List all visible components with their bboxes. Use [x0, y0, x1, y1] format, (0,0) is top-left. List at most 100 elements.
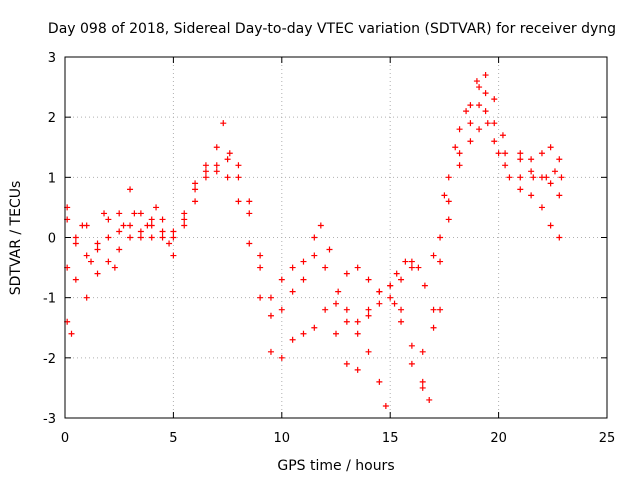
data-point	[408, 342, 415, 349]
data-point	[467, 102, 474, 109]
data-point	[181, 222, 188, 229]
data-point	[415, 264, 422, 271]
data-point	[528, 168, 535, 175]
data-point	[192, 180, 199, 187]
data-point	[72, 240, 79, 247]
data-point	[83, 252, 90, 259]
data-point	[317, 222, 324, 229]
data-point	[506, 174, 513, 181]
data-point	[170, 234, 177, 241]
data-point	[213, 144, 220, 151]
data-point	[267, 312, 274, 319]
data-point	[426, 396, 433, 403]
data-point	[202, 168, 209, 175]
data-point	[159, 228, 166, 235]
data-point	[456, 162, 463, 169]
data-point	[72, 234, 79, 241]
data-point	[354, 366, 361, 373]
data-point	[235, 174, 242, 181]
data-point	[473, 78, 480, 85]
data-point	[343, 306, 350, 313]
data-point	[441, 192, 448, 199]
data-point	[482, 72, 489, 79]
data-point	[558, 174, 565, 181]
data-point	[354, 330, 361, 337]
data-point	[224, 156, 231, 163]
x-tick-label: 25	[599, 431, 616, 446]
data-point	[120, 222, 127, 229]
data-point	[300, 330, 307, 337]
data-point	[391, 300, 398, 307]
data-point	[482, 90, 489, 97]
data-point	[538, 150, 545, 157]
data-point	[551, 168, 558, 175]
y-tick-label: 0	[48, 232, 56, 247]
data-point	[257, 252, 264, 259]
data-point	[343, 360, 350, 367]
data-point	[437, 258, 444, 265]
data-point	[213, 162, 220, 169]
data-point	[376, 300, 383, 307]
data-point	[181, 216, 188, 223]
data-point	[484, 120, 491, 127]
data-point	[476, 84, 483, 91]
data-point	[127, 186, 134, 193]
data-point	[476, 102, 483, 109]
y-tick-label: -2	[43, 352, 56, 367]
data-point	[408, 360, 415, 367]
data-point	[181, 210, 188, 217]
data-point	[148, 234, 155, 241]
data-point	[94, 246, 101, 253]
data-point	[421, 282, 428, 289]
data-point	[556, 156, 563, 163]
data-point	[398, 318, 405, 325]
x-axis-label: GPS time / hours	[277, 458, 394, 474]
data-point	[267, 348, 274, 355]
data-point	[333, 300, 339, 307]
data-point	[528, 192, 535, 199]
data-point	[159, 216, 166, 223]
data-point	[257, 264, 264, 271]
data-point	[94, 240, 101, 247]
data-point	[137, 228, 144, 235]
data-point	[517, 150, 524, 157]
x-tick-label: 5	[169, 431, 177, 446]
data-point	[376, 288, 383, 295]
data-point	[192, 186, 199, 193]
data-point	[235, 198, 242, 205]
data-point	[517, 174, 524, 181]
data-point	[144, 222, 151, 229]
x-tick-label: 15	[382, 431, 399, 446]
data-point	[311, 324, 318, 331]
data-point	[235, 162, 242, 169]
grid	[65, 57, 607, 418]
data-point	[382, 402, 389, 409]
data-point	[94, 270, 101, 277]
data-point	[88, 258, 95, 265]
data-point	[408, 258, 415, 265]
data-point	[127, 222, 134, 229]
data-point	[482, 108, 489, 115]
data-point	[267, 294, 274, 301]
data-point	[333, 330, 339, 337]
data-point	[495, 150, 502, 157]
data-point	[376, 378, 383, 385]
data-point	[467, 120, 474, 127]
data-point	[547, 180, 554, 187]
data-point	[365, 306, 372, 313]
data-point	[499, 132, 506, 139]
data-point	[476, 126, 483, 133]
data-point	[111, 264, 118, 271]
data-point	[456, 150, 463, 157]
data-point	[170, 252, 177, 259]
series-track-3	[64, 120, 563, 409]
data-point	[517, 156, 524, 163]
data-point	[343, 318, 350, 325]
data-point	[547, 144, 554, 151]
data-point	[547, 222, 554, 229]
data-point	[419, 348, 426, 355]
chart-title: Day 098 of 2018, Sidereal Day-to-day VTE…	[48, 21, 616, 37]
data-point	[456, 126, 463, 133]
data-point	[452, 144, 459, 151]
